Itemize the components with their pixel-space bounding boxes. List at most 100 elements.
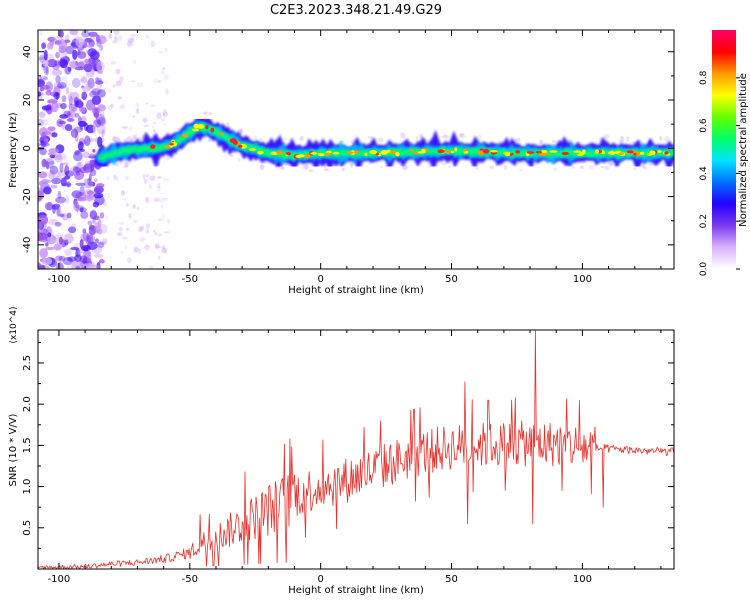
noise-blob [503,164,508,171]
noise-blob [58,120,67,125]
y-tick-label: 0 [22,145,33,151]
noise-blob [137,206,140,211]
noise-blob [96,123,106,135]
y-tick-label: 0.5 [22,520,33,536]
noise-blob [85,168,92,175]
noise-blob [279,166,285,171]
noise-blob [105,62,109,65]
noise-blob [45,246,55,251]
ridge-peak [395,151,400,157]
colorbar-label: Normalized spectral amplitude [738,73,749,227]
noise-blob [96,183,105,188]
noise-blob [380,165,383,169]
ridge-peak [205,124,209,130]
noise-blob [68,95,73,106]
noise-blob [119,104,126,110]
y-tick-label: 40 [22,45,33,58]
noise-blob [131,42,134,48]
ridge-peak [375,152,379,156]
noise-blob [155,245,162,249]
ridge-peak [573,150,581,153]
ridge-peak [601,150,605,155]
noise-blob [475,165,479,170]
noise-blob [39,248,49,259]
ridge-peak [639,151,645,155]
noise-blob [47,126,56,131]
noise-blob [91,107,101,115]
noise-blob [51,177,62,185]
noise-blob [96,136,103,148]
noise-blob [86,137,95,143]
noise-blob [95,113,106,125]
noise-blob [63,51,67,61]
noise-blob [92,148,96,153]
noise-blob [582,143,585,147]
noise-blob [120,190,125,196]
noise-blob [123,197,127,201]
noise-blob [55,255,64,261]
noise-blob [163,178,170,182]
noise-blob [400,132,406,139]
ridge-peak [332,151,340,155]
ridge-peak [417,150,426,154]
noise-blob [350,163,353,168]
noise-blob [85,179,94,189]
noise-blob [86,234,96,244]
noise-blob [70,61,77,69]
noise-blob [157,182,161,189]
noise-blob [99,44,104,52]
noise-blob [163,122,166,126]
noise-blob [64,39,71,44]
noise-blob [626,136,629,142]
noise-blob [160,70,165,75]
noise-blob [96,89,106,98]
noise-blob [157,255,161,260]
ridge-peak [317,152,325,157]
noise-blob [73,200,80,212]
noise-blob [607,162,614,166]
colorbar-ticks: 0.0 0.2 0.4 0.6 0.8 [699,70,740,276]
noise-blob [123,161,128,167]
noise-blob [38,196,42,202]
noise-blob [69,91,73,96]
noise-blob [42,58,49,67]
noise-blob [77,141,84,151]
noise-blob [54,154,63,163]
noise-blob [162,197,169,200]
noise-blob [66,212,72,219]
ridge-peak [181,133,189,138]
ridge-peak [646,152,653,156]
noise-blob [92,217,96,224]
x-tick-label: 0 [317,574,323,585]
y-tick-label: 20 [22,94,33,107]
noise-blob [117,162,123,165]
noise-blob [133,59,136,65]
noise-blob [84,195,95,202]
noise-blob [51,102,59,113]
noise-blob [157,218,164,221]
ridge-peak [609,150,615,154]
noise-blob [145,173,150,178]
ridge-peak [535,150,542,154]
noise-blob [74,100,84,108]
noise-blob [551,139,557,144]
ridge-peak [369,149,378,155]
noise-blob [132,204,136,210]
noise-blob [64,124,73,132]
noise-blob [117,96,123,100]
noise-blob [162,74,170,80]
ridge-peak [354,150,360,154]
noise-blob [66,117,75,122]
noise-blob [113,30,120,36]
noise-blob [71,190,82,199]
ridge-peak [549,150,558,153]
noise-blob [116,177,120,182]
noise-blob [110,60,117,65]
noise-blob [153,78,158,84]
noise-blob [226,122,230,126]
noise-blob [161,67,166,70]
noise-blob [55,262,64,269]
spectrogram-x-axis-label: Height of straight line (km) [288,285,424,296]
noise-blob [72,49,78,60]
